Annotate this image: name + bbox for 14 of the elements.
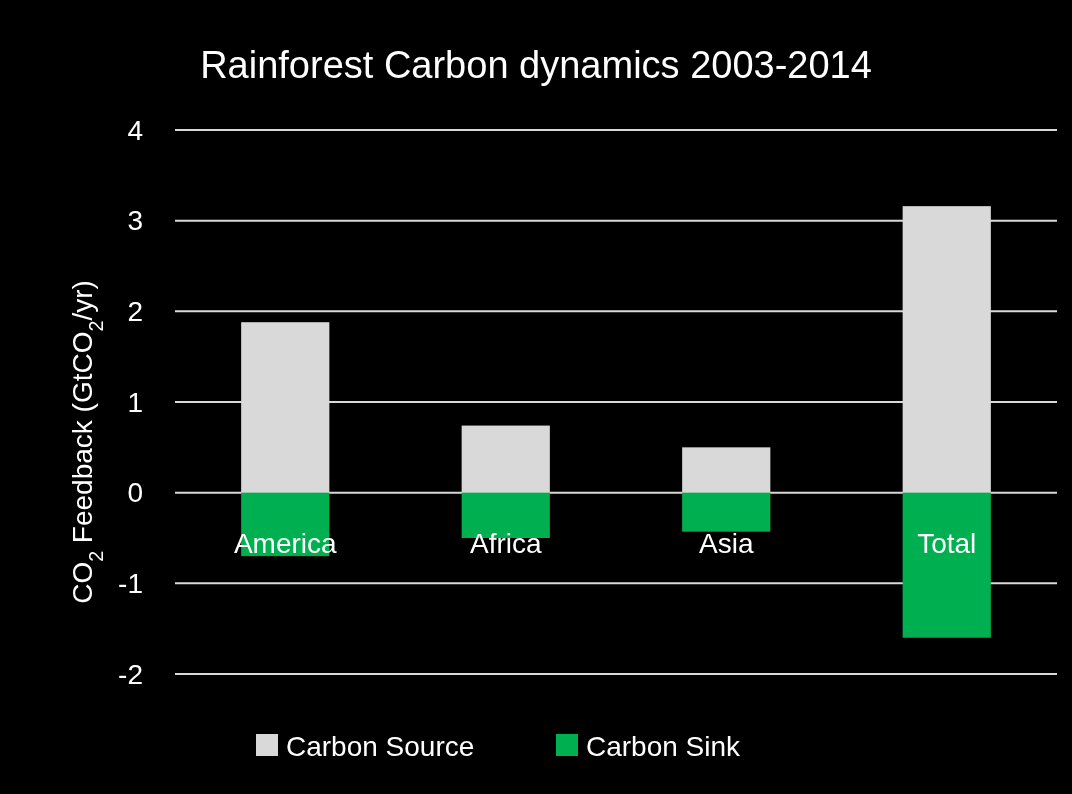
- x-tick-label: Total: [917, 527, 977, 559]
- y-tick-label: 0: [127, 477, 143, 509]
- y-tick-label: -1: [118, 568, 143, 600]
- bar: [682, 492, 771, 532]
- y-tick-label: -2: [118, 658, 143, 690]
- chart-title: Rainforest Carbon dynamics 2003-2014: [200, 44, 872, 86]
- legend-label: Carbon Sink: [586, 730, 742, 762]
- y-tick-label: 3: [127, 205, 143, 237]
- legend-label: Carbon Source: [286, 730, 475, 762]
- y-tick-label: 1: [127, 386, 143, 418]
- bar: [902, 492, 991, 638]
- y-tick-label: 4: [127, 114, 143, 146]
- x-tick-label: Asia: [699, 527, 754, 559]
- y-tick-label: 2: [127, 296, 143, 328]
